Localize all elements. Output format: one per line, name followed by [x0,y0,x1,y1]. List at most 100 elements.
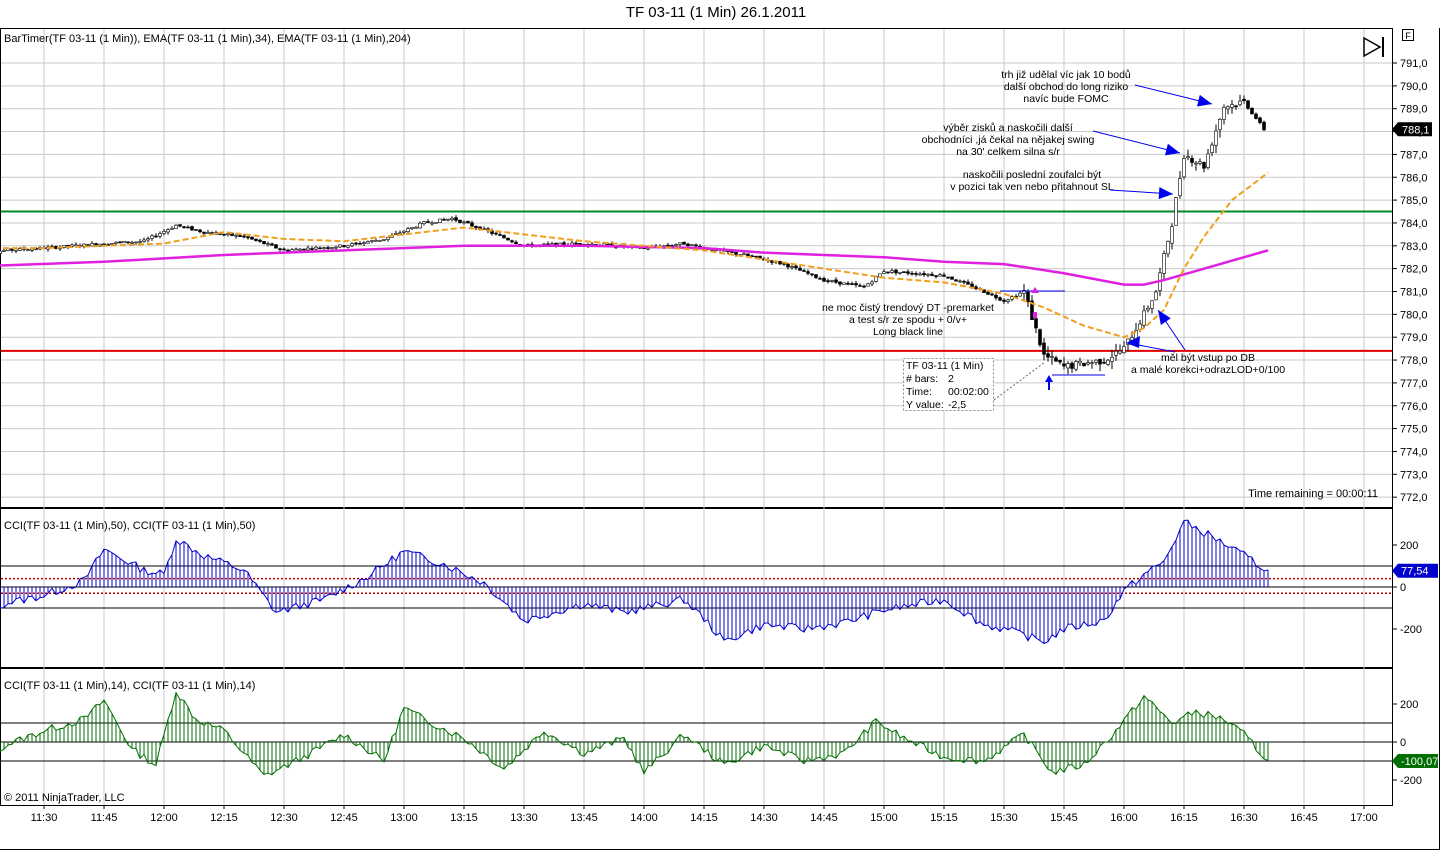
candle [1054,355,1058,363]
info-box-value: -2,5 [948,399,966,411]
x-tick-label: 14:45 [810,812,838,824]
annotation-line: naskočili poslední zoufalci být [963,169,1101,181]
candle [858,283,862,287]
candle [1122,341,1126,354]
candle [238,234,242,238]
x-tick-label: 13:00 [390,812,418,824]
candle [330,247,334,250]
ema204-line [0,244,1269,286]
candle [198,228,202,234]
candle [374,238,378,242]
candle [270,242,274,246]
candle [802,268,806,272]
candle [406,226,410,234]
candle [1162,250,1166,279]
candle [458,219,462,224]
info-box-label: # bars: [906,373,938,385]
y-tick-label: 778,0 [1400,355,1428,367]
candle [926,273,930,278]
candle [1066,361,1070,375]
candle [358,241,362,245]
candle [1002,298,1006,305]
candle [1142,305,1146,329]
price-indicator-label: BarTimer(TF 03-11 (1 Min)), EMA(TF 03-11… [4,33,411,45]
cci-line [0,519,1269,645]
candle [1078,357,1082,367]
candle [938,273,942,277]
candle [442,217,446,221]
y-tick-label: 776,0 [1400,401,1428,413]
x-tick-label: 13:30 [510,812,538,824]
candle [1030,295,1034,321]
annotation-right-arrow2 [1126,336,1176,353]
candle [370,239,374,244]
candle [474,225,478,231]
candle [1034,318,1038,334]
candle [922,270,926,277]
candle [1058,359,1062,365]
candle [254,238,258,242]
y-tick-label: 783,0 [1400,241,1428,253]
cci14-panel[interactable] [0,691,1392,776]
candle [462,220,466,225]
candle [1170,223,1174,250]
candle [910,271,914,276]
candle [1206,148,1210,170]
y-tick-label: 200 [1400,699,1418,711]
ema34-line [0,171,1269,339]
candle [894,268,898,276]
candle [666,242,670,247]
candle [470,220,474,228]
candle [246,236,250,240]
y-tick-label: 787,0 [1400,149,1428,161]
y-tick-label: 0 [1400,582,1406,594]
candle [942,272,946,278]
candle [346,245,350,249]
y-tick-label: 779,0 [1400,332,1428,344]
candle [1262,120,1266,132]
current-price-label: 788,1 [1402,124,1430,136]
candle [826,278,830,284]
x-tick-label: 13:45 [570,812,598,824]
y-tick-label: 200 [1400,540,1418,552]
arrow-head [1158,187,1173,200]
candle [1202,161,1206,173]
candle [1070,361,1074,374]
candle [1094,359,1098,366]
candle [350,242,354,248]
candle [1114,343,1118,361]
candle [506,237,510,241]
y-tick-label: 775,0 [1400,424,1428,436]
candle [1214,124,1218,154]
candle [1230,99,1234,114]
annotation-line: Long black line [873,326,943,338]
candle [1174,196,1178,226]
candle [174,224,178,229]
candle [1086,359,1090,366]
f-button[interactable]: F [1402,29,1414,42]
cci14-indicator-label: CCI(TF 03-11 (1 Min),14), CCI(TF 03-11 (… [4,680,255,692]
candle [1046,346,1050,362]
candle [678,242,682,247]
candle [846,281,850,286]
info-box-value: 00:02:00 [948,386,989,398]
candle [1018,290,1022,297]
candle [1050,350,1054,365]
annotation-line: trh již udělal víc jak 10 bodů [1001,69,1131,81]
candle [102,243,106,246]
play-step-icon[interactable] [1363,36,1384,58]
candle [1022,284,1026,301]
y-tick-label: 781,0 [1400,287,1428,299]
candle [890,268,894,274]
x-tick-label: 12:15 [210,812,238,824]
candle [958,279,962,283]
candle [154,233,158,238]
candle [118,241,122,244]
cci50-panel[interactable] [0,519,1392,645]
candle [750,254,754,258]
x-tick-label: 12:00 [150,812,178,824]
candle [186,225,190,229]
y-tick-label: 780,0 [1400,309,1428,321]
